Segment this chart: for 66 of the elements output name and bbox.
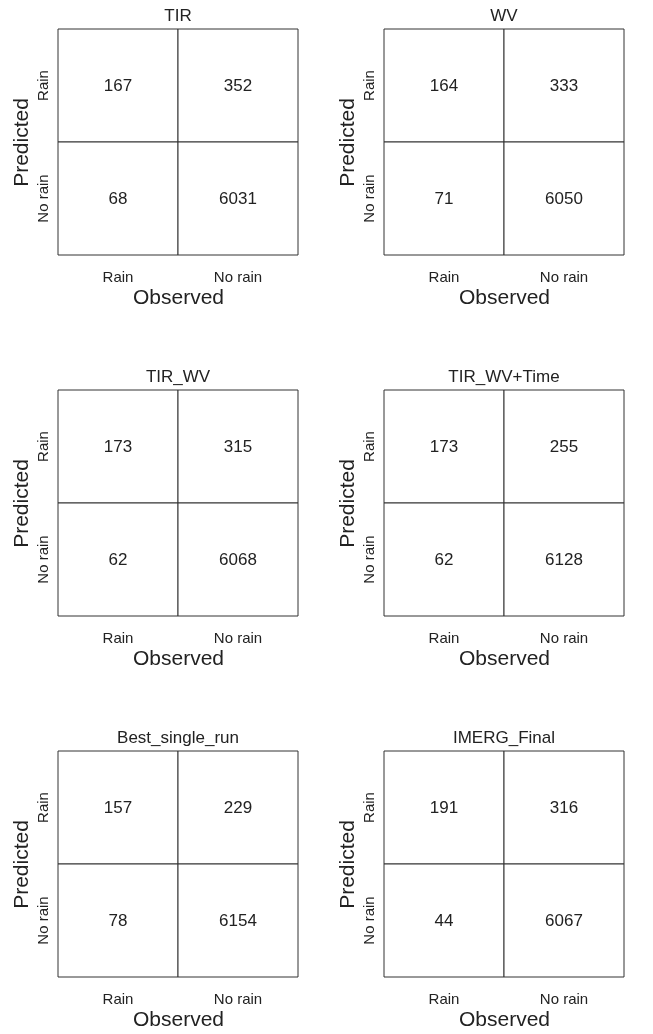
y-axis-title: Predicted — [334, 459, 358, 548]
x-axis-title: Observed — [458, 284, 551, 308]
data-label: 6068 — [219, 549, 257, 569]
data-label: 167 — [103, 75, 133, 95]
x-tick-label: No rain — [539, 267, 589, 285]
data-label: 255 — [549, 436, 579, 456]
data-label: 78 — [108, 910, 128, 930]
x-tick-label: Rain — [102, 267, 134, 285]
y-axis-title: Predicted — [8, 820, 32, 909]
x-tick-label: No rain — [539, 628, 589, 646]
data-label: 6154 — [219, 910, 257, 930]
x-tick-label: Rain — [428, 989, 460, 1007]
chart-title: IMERG_Final — [452, 727, 556, 747]
data-label: 6050 — [545, 188, 583, 208]
y-axis-title: Predicted — [8, 459, 32, 548]
x-tick-label: Rain — [102, 989, 134, 1007]
data-label: 71 — [434, 188, 454, 208]
data-label: 6067 — [545, 910, 583, 930]
data-label: 173 — [103, 436, 133, 456]
x-tick-label: No rain — [213, 628, 263, 646]
x-axis-title: Observed — [132, 645, 225, 669]
chart-title: Best_single_run — [117, 727, 239, 747]
y-axis-title: Predicted — [334, 820, 358, 909]
data-label: 62 — [108, 549, 128, 569]
x-tick-label: Rain — [428, 267, 460, 285]
data-label: 68 — [108, 188, 128, 208]
y-tick-label: No rain — [359, 535, 377, 584]
data-label: 316 — [549, 797, 579, 817]
x-tick-label: No rain — [213, 267, 263, 285]
y-tick-label: No rain — [33, 174, 51, 223]
y-tick-label: Rain — [359, 70, 377, 101]
data-label: 333 — [549, 75, 579, 95]
x-tick-label: Rain — [102, 628, 134, 646]
data-label: 229 — [223, 797, 253, 817]
chart-title: TIR_WV — [145, 366, 211, 386]
data-label: 173 — [429, 436, 459, 456]
x-tick-label: No rain — [539, 989, 589, 1007]
y-tick-label: No rain — [359, 896, 377, 945]
y-tick-label: Rain — [33, 431, 51, 462]
data-label: 6128 — [545, 549, 583, 569]
x-axis-title: Observed — [132, 1006, 225, 1030]
y-tick-label: No rain — [359, 174, 377, 223]
chart-title: TIR — [164, 5, 192, 25]
chart-title: TIR_WV+Time — [448, 366, 560, 386]
y-tick-label: Rain — [359, 431, 377, 462]
x-axis-title: Observed — [132, 284, 225, 308]
data-label: 62 — [434, 549, 454, 569]
y-axis-title: Predicted — [334, 98, 358, 187]
data-label: 191 — [429, 797, 459, 817]
y-tick-label: No rain — [33, 896, 51, 945]
x-tick-label: Rain — [428, 628, 460, 646]
x-axis-title: Observed — [458, 1006, 551, 1030]
x-axis-title: Observed — [458, 645, 551, 669]
data-label: 164 — [429, 75, 459, 95]
chart-title: WV — [490, 5, 519, 25]
data-label: 315 — [223, 436, 253, 456]
data-label: 44 — [434, 910, 454, 930]
y-tick-label: Rain — [359, 792, 377, 823]
y-tick-label: Rain — [33, 70, 51, 101]
data-label: 6031 — [219, 188, 257, 208]
y-tick-label: No rain — [33, 535, 51, 584]
x-tick-label: No rain — [213, 989, 263, 1007]
data-label: 157 — [103, 797, 133, 817]
y-axis-title: Predicted — [8, 98, 32, 187]
y-tick-label: Rain — [33, 792, 51, 823]
data-label: 352 — [223, 75, 253, 95]
